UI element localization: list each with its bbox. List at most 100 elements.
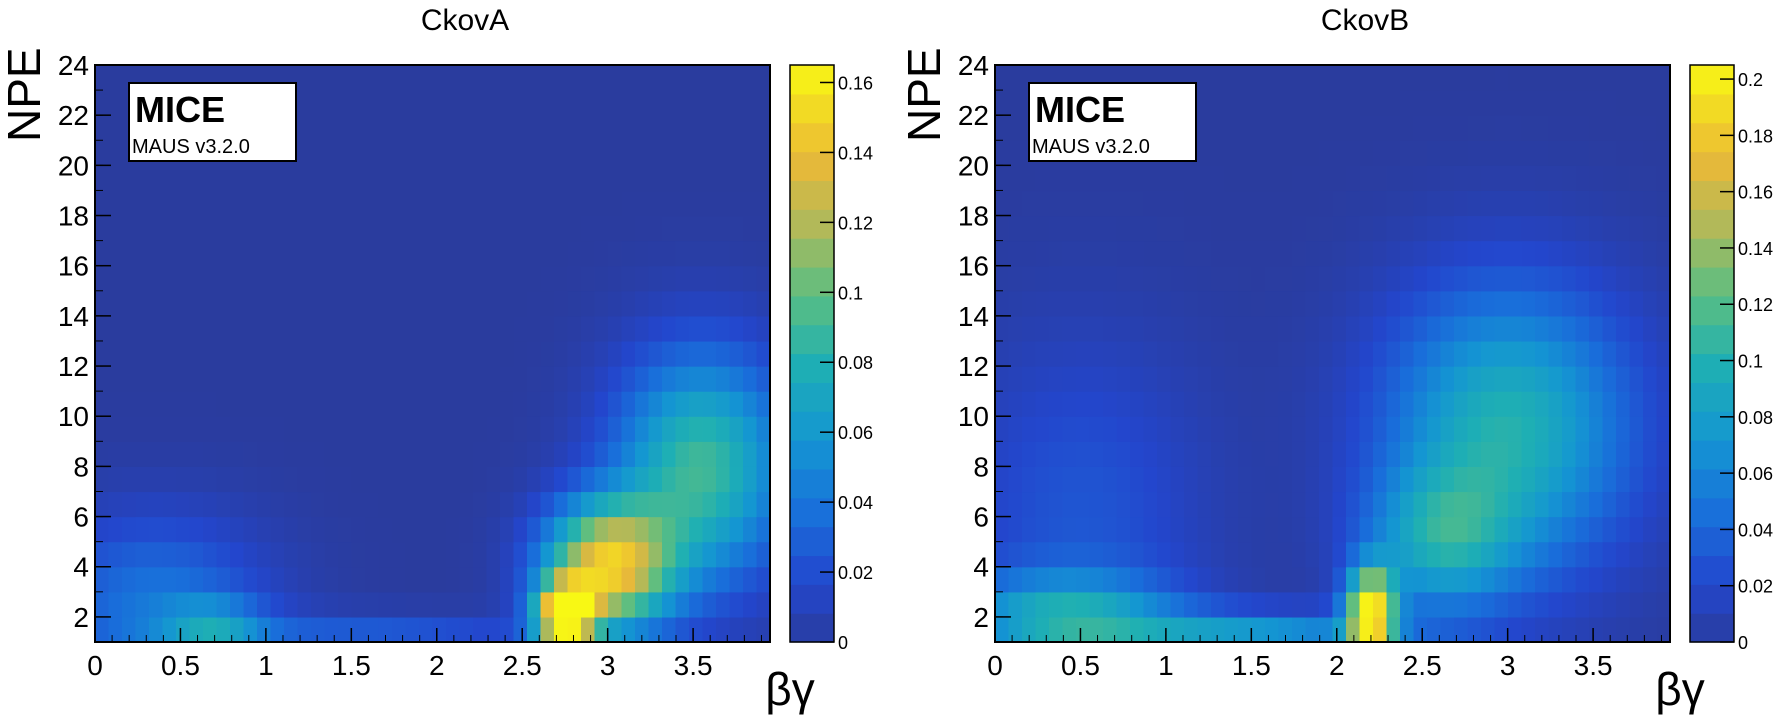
heatmap-cell <box>108 265 123 292</box>
heatmap-cell <box>1494 366 1509 392</box>
heatmap-cell <box>486 391 501 417</box>
heatmap-cell <box>1629 541 1644 568</box>
heatmap-cell <box>1157 240 1172 267</box>
heatmap-cell <box>446 616 461 643</box>
heatmap-cell <box>176 265 191 292</box>
heatmap-cell <box>1629 90 1644 116</box>
heatmap-cell <box>1170 416 1185 442</box>
heatmap-cell <box>270 215 285 242</box>
heatmap-cell <box>324 416 339 442</box>
heatmap-cell <box>338 516 353 543</box>
heatmap-cell <box>230 240 245 267</box>
heatmap-cell <box>1548 566 1563 593</box>
heatmap-cell <box>1292 541 1307 568</box>
heatmap-cell <box>1481 115 1496 141</box>
heatmap-cell <box>297 566 312 593</box>
heatmap-cell <box>1602 140 1617 166</box>
heatmap-cell <box>1508 215 1523 242</box>
heatmap-cell <box>608 591 623 618</box>
heatmap-cell <box>216 215 231 242</box>
heatmap-cell <box>446 215 461 242</box>
heatmap-cell <box>1548 115 1563 141</box>
heatmap-cell <box>1400 441 1415 467</box>
heatmap-cell <box>1521 466 1536 493</box>
heatmap-cell <box>756 591 771 618</box>
heatmap-cell <box>1413 416 1428 442</box>
heatmap-cell <box>756 441 771 467</box>
heatmap-cell <box>716 340 731 367</box>
heatmap-cell <box>230 391 245 417</box>
heatmap-cell <box>473 616 488 643</box>
heatmap-cell <box>1508 140 1523 166</box>
heatmap-cell <box>635 516 650 543</box>
heatmap-cell <box>1319 491 1334 518</box>
heatmap-cell <box>1535 140 1550 166</box>
heatmap-cell <box>1130 491 1145 518</box>
heatmap-cell <box>567 265 582 292</box>
heatmap-cell <box>1575 265 1590 292</box>
heatmap-cell <box>392 90 407 116</box>
heatmap-cell <box>1022 566 1037 593</box>
colorbar-tick-label: 0.04 <box>838 493 873 513</box>
heatmap-cell <box>1562 340 1577 367</box>
heatmap-cell <box>230 466 245 493</box>
heatmap-cell <box>1373 90 1388 116</box>
heatmap-cell <box>540 366 555 392</box>
heatmap-cell <box>1170 541 1185 568</box>
heatmap-cell <box>149 165 164 192</box>
heatmap-cell <box>1535 115 1550 141</box>
heatmap-cell <box>1548 340 1563 367</box>
heatmap-cell <box>1049 491 1064 518</box>
heatmap-cell <box>1103 215 1118 242</box>
heatmap-cell <box>419 165 434 192</box>
heatmap-cell <box>365 140 380 166</box>
heatmap-cell <box>1278 215 1293 242</box>
heatmap-cell <box>459 90 474 116</box>
heatmap-cell <box>338 215 353 242</box>
panel-title: CkovB <box>1321 4 1409 37</box>
heatmap-cell <box>122 366 137 392</box>
heatmap-cell <box>1359 416 1374 442</box>
heatmap-cell <box>1049 516 1064 543</box>
heatmap-cell <box>459 115 474 141</box>
heatmap-cell <box>1305 315 1320 342</box>
heatmap-cell <box>1359 516 1374 543</box>
heatmap-cell <box>297 340 312 367</box>
heatmap-cell <box>324 140 339 166</box>
heatmap-cell <box>1589 240 1604 267</box>
heatmap-cell <box>1346 140 1361 166</box>
heatmap-cell <box>729 190 744 217</box>
heatmap-cell <box>1170 466 1185 493</box>
heatmap-cell <box>257 240 272 267</box>
heatmap-cell <box>729 391 744 417</box>
heatmap-cell <box>216 290 231 317</box>
heatmap-cell <box>527 366 542 392</box>
heatmap-cell <box>554 90 569 116</box>
heatmap-cell <box>432 441 447 467</box>
heatmap-cell <box>135 441 150 467</box>
heatmap-cell <box>581 491 596 518</box>
heatmap-cell <box>540 616 555 643</box>
heatmap-cell <box>1373 591 1388 618</box>
heatmap-cell <box>176 240 191 267</box>
heatmap-cell <box>1278 466 1293 493</box>
heatmap-cell <box>1211 65 1226 91</box>
heatmap-cell <box>1197 140 1212 166</box>
heatmap-cell <box>1548 315 1563 342</box>
heatmap-cell <box>756 366 771 392</box>
heatmap-cell <box>1346 90 1361 116</box>
heatmap-cell <box>1170 591 1185 618</box>
heatmap-cell <box>216 566 231 593</box>
y-tick-label: 12 <box>58 351 89 382</box>
heatmap-cell <box>675 240 690 267</box>
colorbar-tick-label: 0 <box>1738 633 1748 653</box>
heatmap-cell <box>419 215 434 242</box>
heatmap-cell <box>459 391 474 417</box>
heatmap-cell <box>1278 265 1293 292</box>
heatmap-cell <box>1305 466 1320 493</box>
heatmap-cell <box>270 466 285 493</box>
heatmap-cell <box>1319 190 1334 217</box>
heatmap-cell <box>581 265 596 292</box>
heatmap-cell <box>662 290 677 317</box>
heatmap-cell <box>149 616 164 643</box>
